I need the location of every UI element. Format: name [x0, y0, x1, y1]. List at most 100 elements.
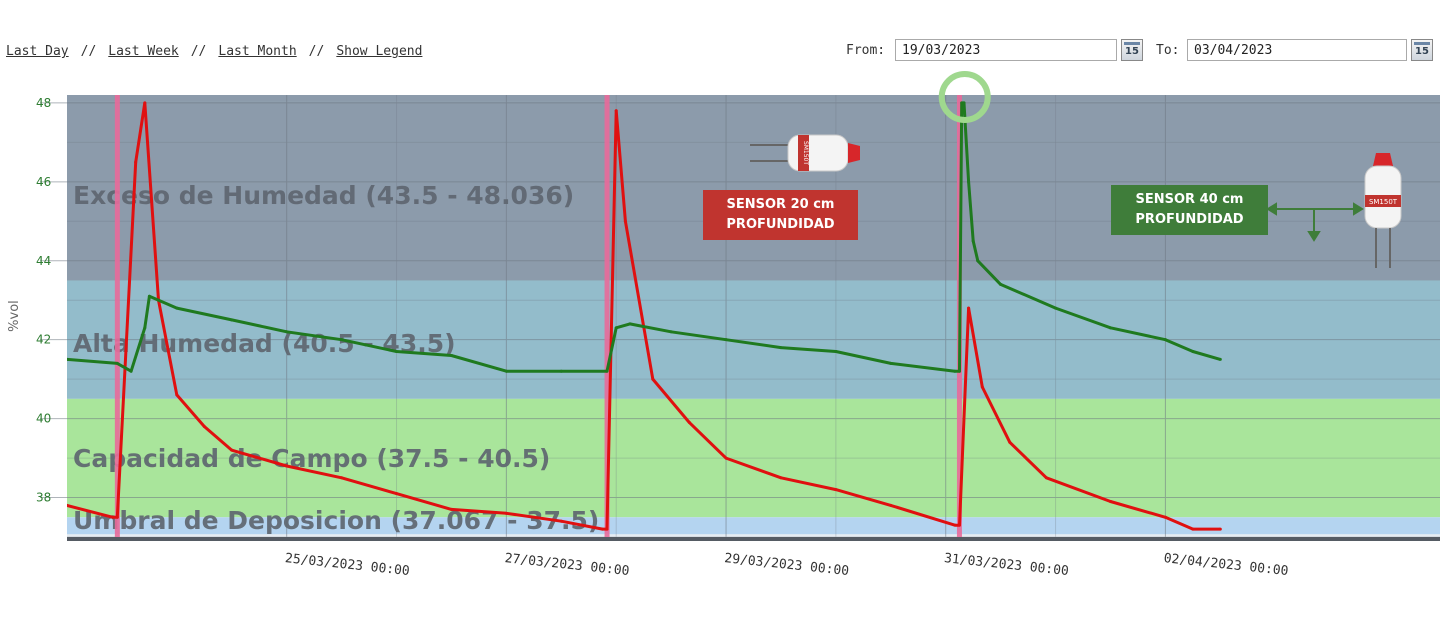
from-label: From: — [846, 43, 886, 58]
range-toolbar: Last Day // Last Week // Last Month // Show Le… — [6, 44, 422, 59]
irrigation-marker — [604, 95, 610, 537]
band-label: Capacidad de Campo (37.5 - 40.5) — [73, 444, 550, 473]
sensor-40-point — [976, 259, 980, 263]
sensor-40-icon: SM150T — [1364, 153, 1402, 268]
calendar-day: 15 — [1125, 46, 1139, 57]
sensor-20-point — [614, 109, 618, 113]
sensor-40-point — [628, 322, 632, 326]
band-top-fill — [67, 95, 1440, 102]
sensor-40-point — [395, 350, 399, 354]
sensor-model-label: SM150T — [1369, 198, 1398, 206]
sensor-40-point — [115, 361, 119, 365]
sensor-label-band — [798, 135, 809, 171]
sensor-20-point — [967, 306, 971, 310]
band-rect — [67, 517, 1440, 535]
last-month-link[interactable]: Last Month — [218, 44, 297, 59]
x-tick-label: 29/03/2023 00:00 — [724, 551, 850, 579]
show-legend-link[interactable]: Show Legend — [336, 44, 423, 59]
sensor-20-point — [1008, 440, 1012, 444]
sensor-20-point — [1163, 515, 1167, 519]
sensor-40-point — [960, 101, 964, 105]
sensor-20-point — [67, 503, 69, 507]
separator: // — [308, 44, 325, 59]
sensor-20-point — [687, 421, 691, 425]
sensor-40-point — [1191, 350, 1195, 354]
last-week-link[interactable]: Last Week — [108, 44, 179, 59]
sensor-20-point — [504, 511, 508, 515]
band-bottom-fill — [67, 534, 1440, 537]
sensor-model-label: SM150T — [802, 141, 809, 165]
calendar-day: 15 — [1415, 46, 1429, 57]
sensor-20-point — [889, 503, 893, 507]
arrow-head-down-icon — [1307, 231, 1321, 242]
sensor-40-series-line — [67, 101, 1221, 373]
last-day-link[interactable]: Last Day — [6, 44, 69, 59]
sensor-40-point — [724, 338, 728, 342]
sensor-20-point — [834, 488, 838, 492]
sensor-40-point — [967, 180, 971, 184]
sensor-20-point — [623, 219, 627, 223]
sensor-40-point — [614, 326, 618, 330]
sensor-40-point — [1163, 338, 1167, 342]
sensor-40-point — [971, 239, 975, 243]
sensor-20-point — [1191, 527, 1195, 531]
sensor-20-point — [202, 425, 206, 428]
sensor-20-point — [724, 456, 728, 460]
sensor-40-point — [67, 357, 69, 361]
sensor-40-point — [147, 294, 151, 298]
sensor-20-point — [115, 515, 119, 519]
sensor-20-point — [779, 476, 783, 480]
sensor-20-point — [285, 464, 289, 468]
sensor-20-point — [111, 515, 115, 519]
sensor-20-point — [605, 527, 609, 531]
irrigation-marker — [114, 95, 120, 537]
from-calendar-icon[interactable]: 15 — [1121, 39, 1143, 61]
from-date-input[interactable]: 19/03/2023 — [895, 39, 1117, 61]
sensor-40-point — [889, 361, 893, 365]
sensor-20-point — [449, 507, 453, 511]
y-tick-label: 48 — [36, 96, 51, 110]
sensor-20-point — [1108, 499, 1112, 503]
x-tick-label: 02/04/2023 00:00 — [1163, 551, 1289, 579]
sensor-40-point — [779, 346, 783, 350]
sensor-body — [787, 134, 849, 172]
sensor-20-point — [651, 377, 655, 381]
x-tick-label: 31/03/2023 00:00 — [943, 551, 1069, 579]
to-label: To: — [1156, 43, 1180, 58]
sensor-40-point — [340, 338, 344, 342]
sensor-40-point — [559, 369, 563, 373]
sensor-40-point — [175, 306, 179, 310]
sensor-20-line2: PROFUNDIDAD — [726, 217, 835, 232]
sensor-40-callout: SENSOR 40 cm PROFUNDIDAD — [1111, 185, 1268, 235]
sensor-20-icon: SM150T — [750, 134, 860, 172]
sensor-40-point — [669, 330, 673, 334]
y-axis-label: %vol — [7, 300, 22, 332]
sensor-20-point — [134, 160, 138, 164]
sensor-20-point — [1218, 527, 1222, 531]
sensor-20-point — [175, 393, 179, 397]
y-tick-label: 42 — [36, 333, 51, 347]
sensor-20-point — [230, 448, 234, 452]
arrow-head-right-icon — [1353, 202, 1364, 216]
sensor-20-point — [957, 523, 961, 527]
sensor-20-point — [559, 519, 563, 523]
sensor-40-point — [1108, 326, 1112, 330]
y-tick-label: 40 — [36, 412, 51, 426]
sensor-20-point — [1044, 476, 1048, 480]
sensor-20-point — [340, 476, 344, 480]
y-tick-label: 46 — [36, 175, 51, 189]
to-calendar-icon[interactable]: 15 — [1411, 39, 1433, 61]
sensor-cap — [1373, 153, 1393, 166]
sensor-20-point — [143, 101, 147, 105]
sensor-20-point — [953, 523, 957, 527]
sensor-cap — [848, 143, 860, 163]
sensor-40-point — [129, 369, 133, 373]
y-tick-label: 38 — [36, 491, 51, 505]
sensor-40-point — [285, 330, 289, 334]
sensor-20-point — [600, 527, 604, 531]
sensor-40-point — [953, 369, 957, 373]
to-date-input[interactable]: 03/04/2023 — [1187, 39, 1407, 61]
sensor-40-point — [1218, 357, 1222, 361]
sensor-label-band — [1365, 195, 1401, 207]
